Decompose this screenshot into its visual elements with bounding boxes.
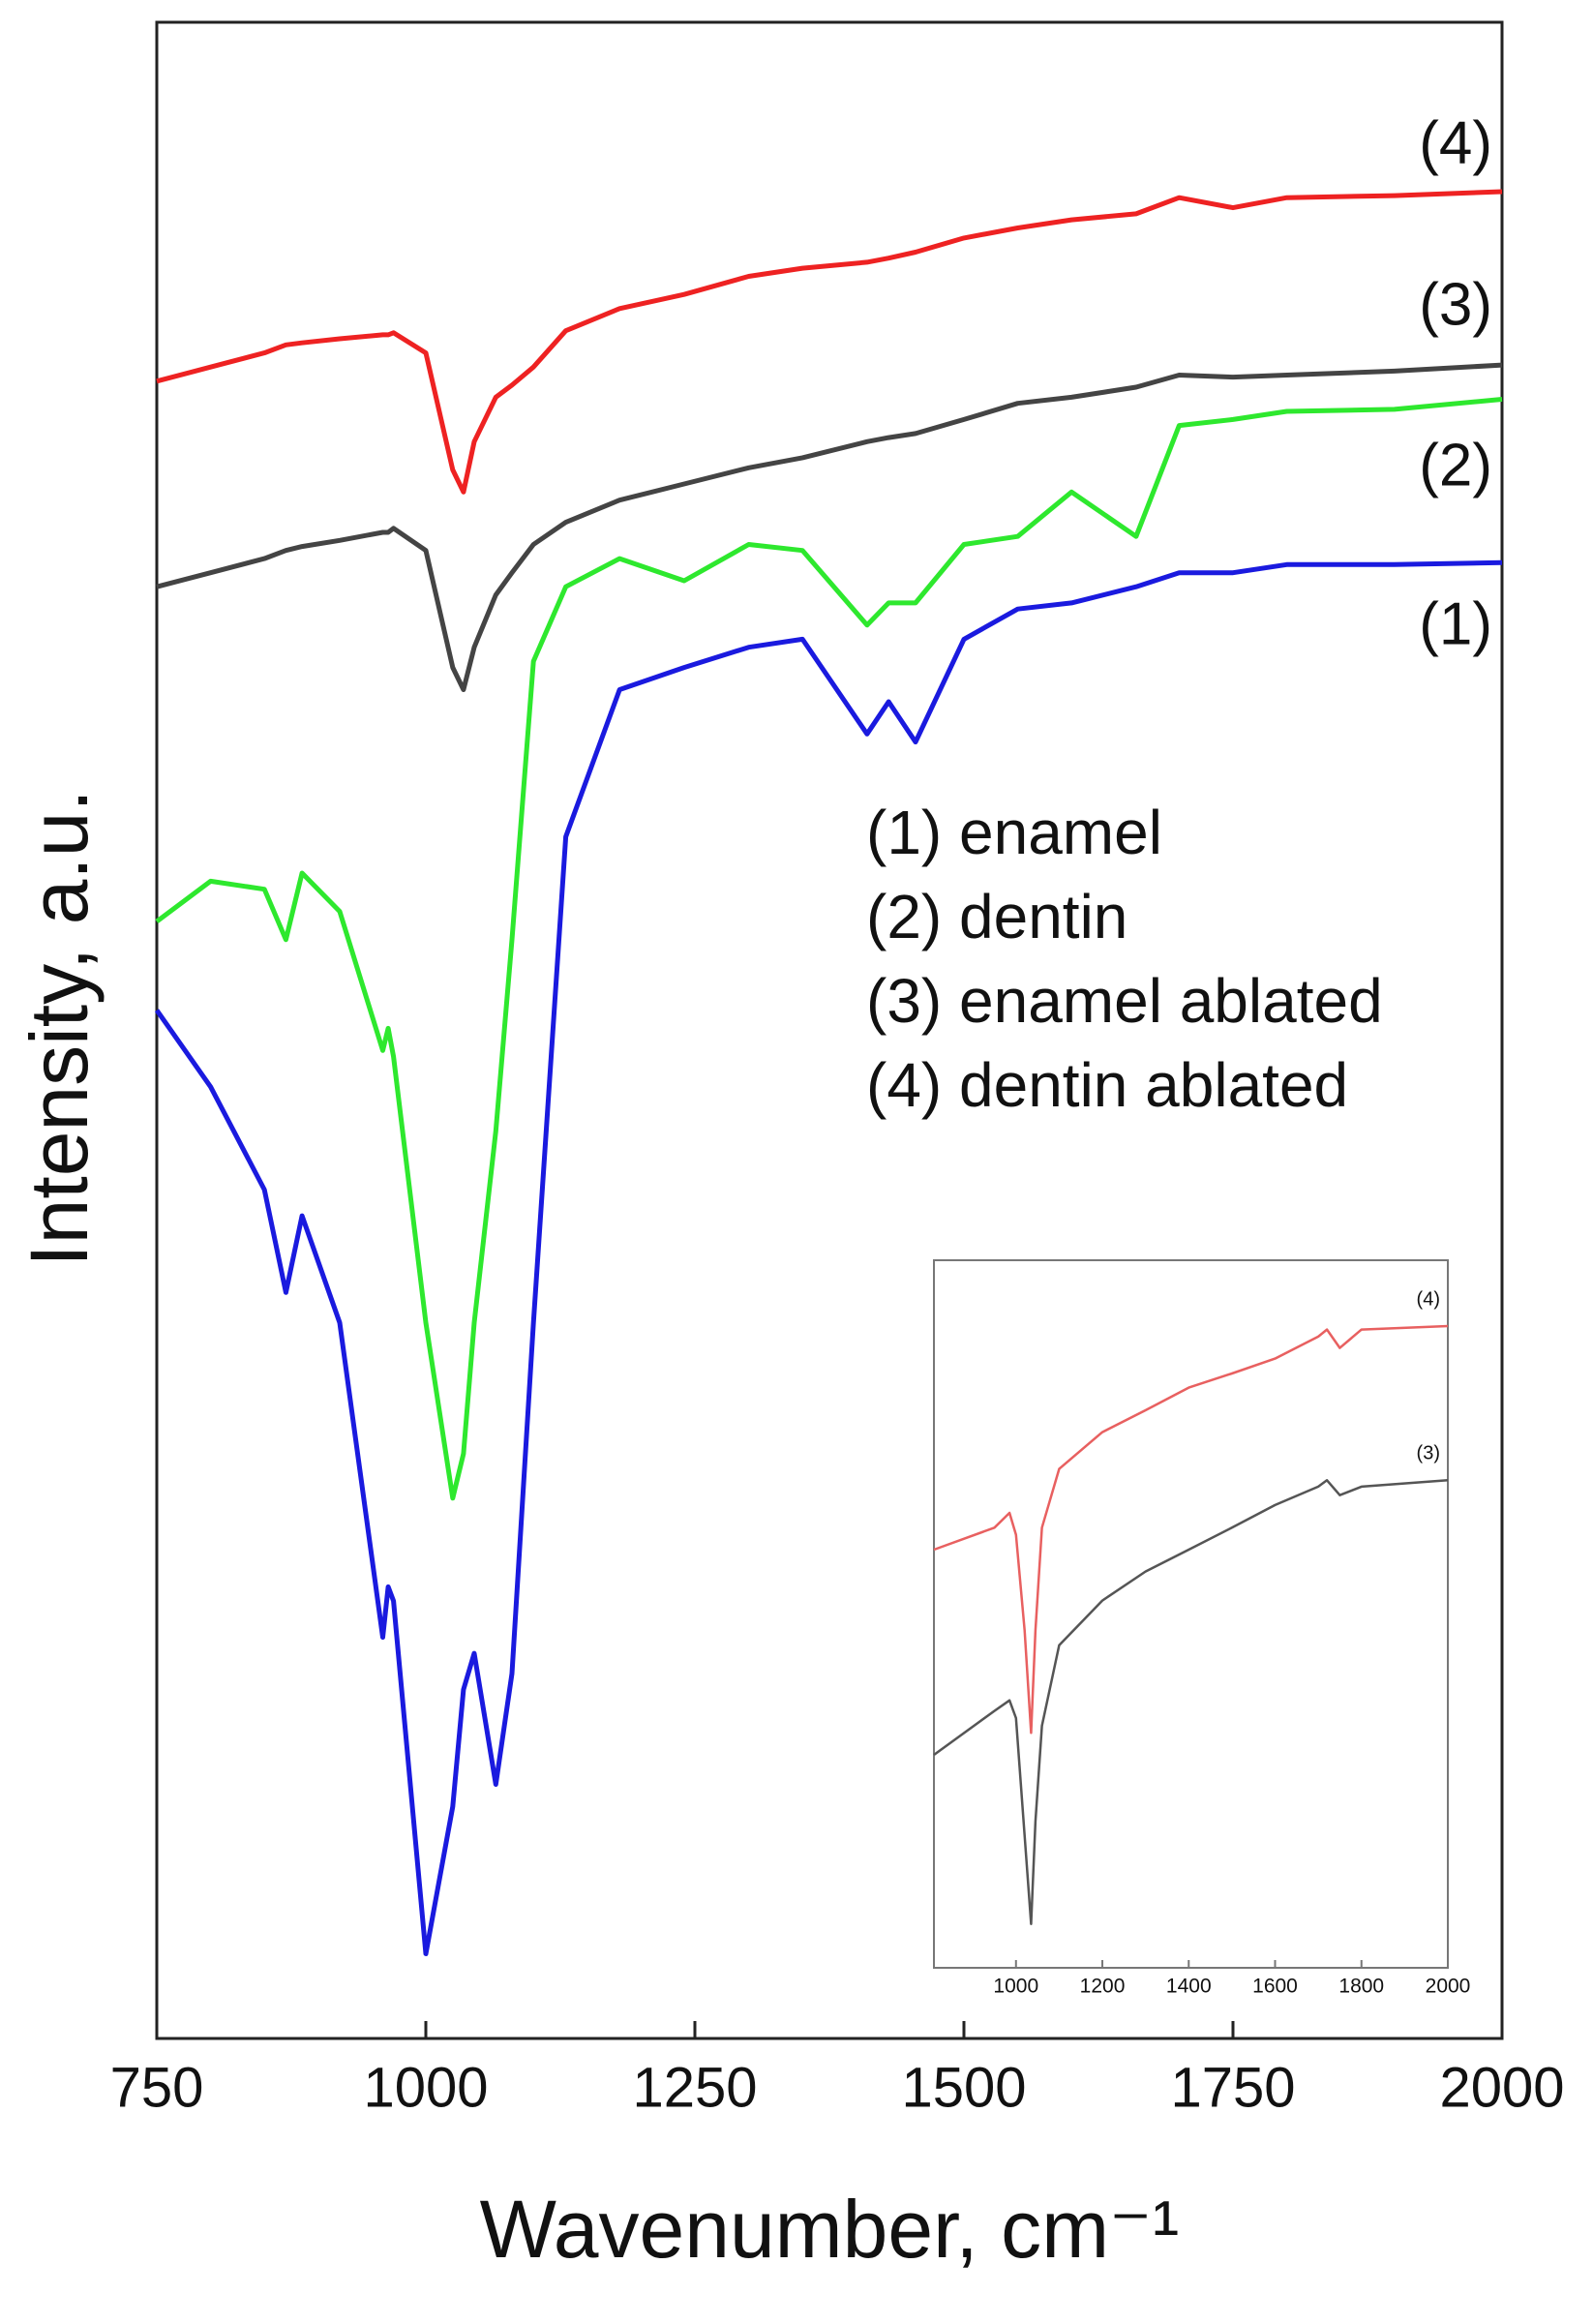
x-tick-label: 1400 <box>1166 1975 1212 1997</box>
legend-entry: (2) dentin <box>866 882 1127 951</box>
series-line <box>154 559 1503 1956</box>
x-tick-label: 1750 <box>1170 2056 1295 2119</box>
inset-curve-label: (3) <box>1417 1442 1440 1464</box>
x-tick-label: 1800 <box>1338 1975 1384 1997</box>
curve-label: (4) <box>1419 109 1492 176</box>
x-tick-label: 1000 <box>363 2056 488 2119</box>
curve-label: (2) <box>1419 432 1492 498</box>
x-tick-label: 750 <box>110 2056 204 2119</box>
x-tick-label: 2000 <box>1426 1975 1471 1997</box>
plot-frame <box>933 1259 1449 1969</box>
curve-label: (1) <box>1419 590 1492 657</box>
x-tick-label: 1000 <box>993 1975 1038 1997</box>
x-tick-label: 1600 <box>1252 1975 1298 1997</box>
legend-entry: (1) enamel <box>866 798 1162 867</box>
legend-entry: (3) enamel ablated <box>866 966 1383 1036</box>
series-line <box>933 1324 1449 1735</box>
x-tick-label: 2000 <box>1439 2056 1564 2119</box>
series-line <box>155 397 1503 1501</box>
y-axis-title: Intensity, a.u. <box>14 789 105 1266</box>
series-line <box>156 189 1503 495</box>
x-tick-label: 1250 <box>632 2056 757 2119</box>
series-line <box>156 362 1503 692</box>
x-tick-label: 1500 <box>901 2056 1026 2119</box>
series-line <box>933 1479 1449 1925</box>
legend-entry: (4) dentin ablated <box>866 1050 1348 1120</box>
curve-label: (3) <box>1419 271 1492 338</box>
x-axis-title: Wavenumber, cm⁻¹ <box>480 2184 1180 2275</box>
inset-curve-label: (4) <box>1417 1288 1440 1310</box>
x-tick-label: 1200 <box>1080 1975 1126 1997</box>
